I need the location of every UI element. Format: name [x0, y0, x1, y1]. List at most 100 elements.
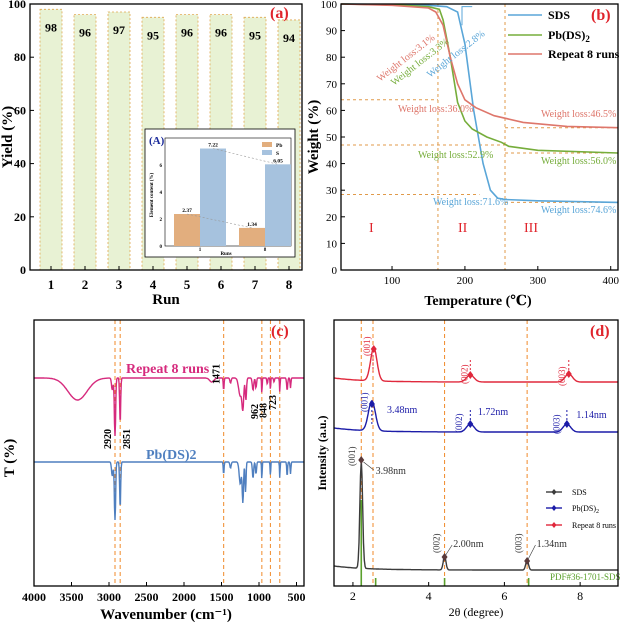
y-tick-label: 0 — [332, 265, 338, 277]
d-spacing-label: 3.48nm — [387, 405, 418, 416]
annotation-weight-loss: Weight loss:74.6% — [541, 205, 616, 216]
inset-bar — [265, 164, 291, 246]
panel-b-ylabel: Weight (%) — [306, 100, 322, 175]
annotation-weight-loss: Weight loss:36.0% — [398, 104, 473, 115]
d-spacing-label: 1.14nm — [576, 410, 607, 421]
panel-b-xlabel: Temperature (℃) — [424, 294, 532, 309]
legend-label: SDS — [548, 8, 570, 22]
yield-data-label: 96 — [215, 26, 227, 40]
panel-a-xlabel: Run — [152, 292, 180, 308]
y-tick-label: 100 — [8, 0, 26, 11]
yield-data-label: 94 — [283, 31, 295, 45]
y-tick-label: 80 — [14, 50, 26, 64]
x-tick-label: 4 — [426, 589, 432, 603]
x-tick-label: 200 — [457, 275, 474, 287]
panel-a-tag: (a) — [270, 5, 289, 22]
y-tick-label: 40 — [326, 159, 338, 171]
yield-data-label: 95 — [249, 28, 261, 42]
xrd-pattern — [333, 347, 618, 383]
panel-c-legend-pbds2: Pb(DS)2 — [146, 448, 197, 463]
legend-label: Repeat 8 runs — [572, 521, 616, 530]
peak-marker — [358, 456, 365, 464]
x-tick-label: 6 — [501, 589, 507, 603]
label-leader — [363, 461, 374, 471]
legend-marker — [551, 522, 557, 528]
peak-label: 1471 — [212, 364, 223, 384]
panel-d-ylabel: Intensity (a.u.) — [315, 415, 329, 490]
panel-a-frame — [29, 3, 303, 271]
legend-label: Pb(DS)2 — [548, 28, 590, 44]
legend-subscript: 2 — [585, 34, 590, 44]
inset-data-label: 2.37 — [182, 208, 192, 214]
x-tick-label: 3000 — [97, 590, 121, 604]
peak-marker — [368, 400, 375, 408]
x-tick-label: 400 — [602, 275, 619, 287]
peak-marker — [467, 420, 474, 428]
x-tick-label: 2500 — [135, 590, 159, 604]
legend-subscript: 2 — [596, 509, 599, 515]
peak-index-label: (001) — [347, 447, 357, 467]
y-tick-label: 100 — [321, 0, 338, 11]
x-tick-label: 8 — [577, 589, 583, 603]
tga-curve — [340, 3, 619, 129]
peak-marker — [565, 370, 572, 378]
inset-x-tick-label: 1 — [199, 248, 202, 253]
annotation-weight-loss: Weight loss:71.6% — [433, 197, 508, 208]
legend-marker — [551, 489, 557, 495]
ftir-spectrum — [34, 377, 304, 437]
d-spacing-label: 1.72nm — [478, 407, 509, 418]
y-tick-label: 30 — [326, 185, 338, 197]
y-tick-label: 80 — [326, 52, 338, 64]
x-tick-label: 100 — [384, 275, 401, 287]
x-tick-label: 6 — [218, 277, 225, 292]
panel-c-frame — [33, 319, 305, 587]
peak-index-label: (001) — [362, 337, 372, 357]
x-tick-label: 2 — [82, 277, 89, 292]
panel-c-legend-repeat: Repeat 8 runs — [126, 362, 210, 377]
legend-marker — [551, 505, 557, 511]
x-tick-label: 3 — [116, 277, 123, 292]
y-tick-label: 20 — [326, 212, 338, 224]
panel-c-ylabel: T (%) — [2, 439, 18, 477]
region-label: II — [458, 221, 468, 236]
peak-index-label: (002) — [431, 534, 441, 554]
y-tick-label: 10 — [326, 238, 338, 250]
d-spacing-label: 1.34nm — [537, 539, 568, 550]
peak-index-label: (002) — [459, 365, 469, 385]
panel-d-frame — [333, 319, 619, 587]
x-tick-label: 2 — [350, 589, 356, 603]
legend-label: Pb(DS)2 — [572, 504, 599, 515]
yield-bar — [107, 11, 131, 271]
peak-marker — [370, 345, 377, 353]
peak-index-label: (001) — [359, 393, 369, 413]
x-tick-label: 7 — [252, 277, 259, 292]
xrd-pattern — [333, 399, 618, 433]
y-tick-label: 60 — [326, 105, 338, 117]
inset-legend-swatch — [262, 150, 272, 155]
xrd-pattern — [333, 460, 618, 571]
inset-y-tick-label: 4 — [160, 191, 163, 196]
sds-onset-marker — [461, 6, 473, 26]
legend-label: Repeat 8 runs — [548, 47, 620, 61]
peak-label: 2920 — [103, 429, 114, 449]
peak-index-label: (002) — [454, 414, 464, 434]
peak-marker — [441, 553, 448, 561]
panel-c-tag: (c) — [271, 323, 289, 340]
panel-a-ylabel: Yield (%) — [0, 106, 16, 168]
yield-data-label: 95 — [147, 28, 159, 42]
label-leader — [445, 544, 453, 556]
peak-label: 723 — [268, 395, 279, 410]
x-tick-label: 5 — [184, 277, 191, 292]
x-tick-label: 3500 — [60, 590, 84, 604]
y-tick-label: 20 — [14, 210, 26, 224]
inset-legend-swatch — [262, 142, 272, 147]
y-tick-label: 60 — [14, 103, 26, 117]
inset-content: 2.37 7.22 1 1.34 6.05 8 0 2 4 6 Pb S — [160, 137, 292, 253]
inset-trend-pb — [186, 213, 253, 229]
tga-curve — [340, 3, 619, 204]
legend-label: SDS — [572, 488, 587, 497]
region-label: I — [369, 221, 374, 236]
